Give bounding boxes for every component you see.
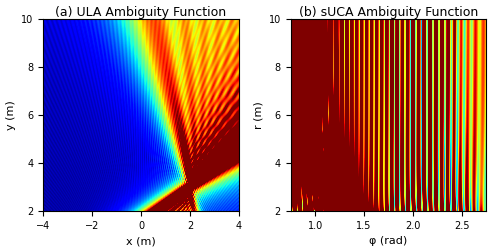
X-axis label: x (m): x (m) <box>126 236 156 246</box>
Y-axis label: r (m): r (m) <box>253 101 263 129</box>
Title: (a) ULA Ambiguity Function: (a) ULA Ambiguity Function <box>56 6 226 19</box>
Title: (b) sUCA Ambiguity Function: (b) sUCA Ambiguity Function <box>299 6 478 19</box>
X-axis label: φ (rad): φ (rad) <box>369 236 408 246</box>
Y-axis label: y (m): y (m) <box>5 100 16 130</box>
